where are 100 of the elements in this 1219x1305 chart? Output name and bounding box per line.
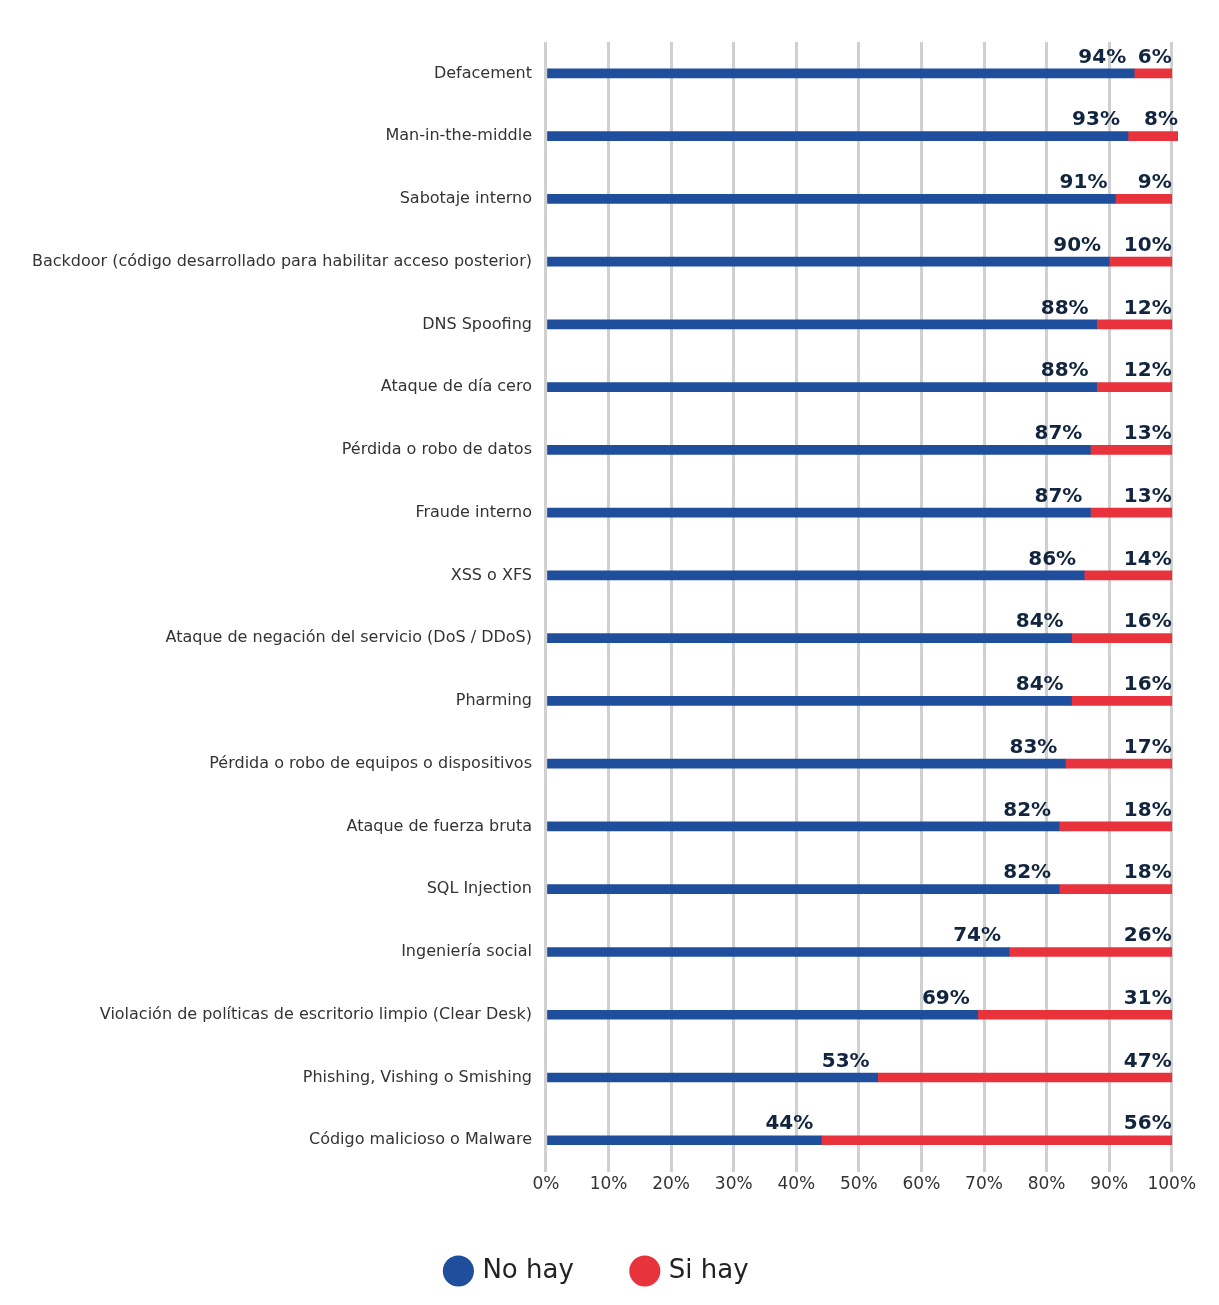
bar [1115,194,1173,204]
data-label: 88% [1040,294,1089,319]
y-tick-label: Pérdida o robo de datos [341,439,532,459]
bar [547,319,1097,330]
data-label: 87% [1034,482,1083,507]
data-label: 9% [1137,169,1172,194]
bar [877,1072,1173,1083]
bar [1071,696,1173,706]
data-label: 82% [1003,796,1052,821]
bar [1071,633,1173,644]
bar [547,131,1129,141]
data-label: 31% [1123,984,1172,1009]
data-label: 93% [1072,106,1120,131]
data-label: 94% [1078,43,1127,68]
bar [547,758,1066,769]
bar [547,68,1135,79]
legend-label: No hay [482,1253,574,1284]
bar [977,1009,1173,1020]
data-label: 8% [1144,106,1178,131]
bar [1090,445,1173,455]
bar [1127,131,1178,141]
y-tick-label: Pérdida o robo de equipos o dispositivos [209,752,532,772]
y-tick-label: Man-in-the-middle [385,125,532,145]
data-label: 90% [1053,231,1102,256]
x-tick-label: 100% [1147,1173,1197,1194]
x-tick-label: 40% [777,1173,816,1194]
data-label: 13% [1123,482,1172,507]
bar [547,884,1060,895]
bar [1083,570,1173,581]
x-tick-label: 30% [714,1173,753,1194]
data-label: 12% [1123,294,1172,319]
bar [1090,507,1173,518]
x-tick-label: 60% [902,1173,941,1194]
bar [547,1009,979,1020]
y-tick-label: Pharming [455,690,532,710]
bar [1096,382,1173,392]
data-label: 6% [1137,43,1172,68]
data-label: 84% [1015,671,1064,696]
bar [547,633,1072,644]
data-label: 13% [1123,420,1172,445]
data-label: 86% [1028,545,1077,570]
data-label: 16% [1123,608,1172,633]
bar [820,1135,1173,1146]
y-tick-label: Sabotaje interno [399,188,532,208]
data-label: 47% [1123,1047,1172,1072]
data-label: 53% [821,1047,870,1072]
bar [547,445,1091,455]
legend-label: Si hay [668,1253,749,1284]
data-label: 18% [1123,859,1172,884]
data-label: 56% [1123,1110,1172,1135]
data-label: 84% [1015,608,1064,633]
bar [1008,947,1173,957]
bar [1058,884,1173,895]
y-tick-label: DNS Spoofing [422,313,532,333]
bar [547,256,1110,267]
data-label: 17% [1123,733,1172,758]
bar [547,1072,878,1083]
y-tick-label: Backdoor (código desarrollado para habilitar acceso posterior) [31,250,532,270]
y-tick-label: XSS o XFS [450,564,532,584]
bar [547,1135,822,1146]
y-tick-label: Violación de políticas de escritorio limpio (Clear Desk) [99,1003,532,1023]
bar [547,507,1091,518]
x-tick-label: 0% [532,1173,560,1194]
bar [547,696,1072,706]
y-tick-label: Defacement [433,62,532,82]
data-label: 91% [1059,169,1108,194]
data-label: 10% [1123,231,1172,256]
bar [1096,319,1173,330]
data-label: 44% [765,1110,814,1135]
y-tick-label: Phishing, Vishing o Smishing [302,1066,532,1086]
bar [1065,758,1173,769]
x-tick-label: 10% [589,1173,628,1194]
x-tick-label: 80% [1027,1173,1066,1194]
bar [547,194,1116,204]
data-label: 87% [1034,420,1083,445]
bar [1108,256,1173,267]
data-label: 18% [1123,796,1172,821]
x-tick-label: 20% [652,1173,691,1194]
y-tick-label: Ataque de fuerza bruta [346,815,532,835]
y-tick-label: Ingeniería social [401,941,532,961]
data-label: 88% [1040,357,1089,382]
bar [547,947,1010,957]
x-tick-label: 70% [965,1173,1003,1194]
bar [1058,821,1173,832]
data-label: 82% [1003,859,1052,884]
x-tick-label: 90% [1090,1173,1129,1194]
bar [547,570,1085,581]
y-tick-label: Fraude interno [415,501,532,521]
data-label: 26% [1123,922,1172,947]
data-label: 14% [1123,545,1172,570]
y-tick-label: Código malicioso o Malware [308,1129,532,1149]
y-tick-label: Ataque de negación del servicio (DoS / DDoS) [165,627,532,647]
data-label: 16% [1123,671,1172,696]
y-tick-label: SQL Injection [426,878,532,898]
bar [547,382,1097,392]
x-tick-label: 50% [839,1173,878,1194]
bar [1133,68,1173,79]
data-label: 83% [1009,733,1058,758]
data-label: 69% [921,984,970,1009]
y-tick-label: Ataque de día cero [380,376,532,396]
